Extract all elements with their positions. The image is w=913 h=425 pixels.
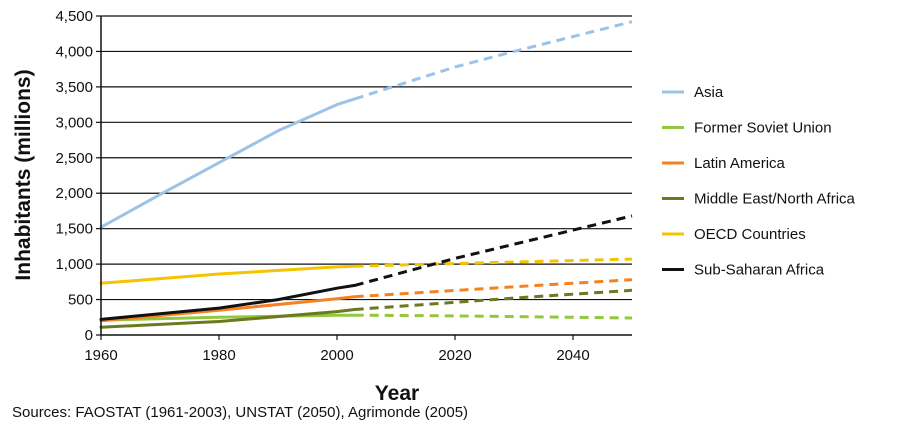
- legend-label-latin-america: Latin America: [694, 155, 786, 172]
- x-axis-title: Year: [375, 382, 419, 405]
- x-tick-label: 1960: [84, 347, 117, 364]
- x-tick-labels: 1960 1980 2000 2020 2040: [84, 335, 590, 364]
- y-tick-label: 1,500: [55, 221, 93, 238]
- series-lines: [99, 20, 633, 329]
- series-line-middle-east-north-africa-observed: [99, 308, 357, 329]
- legend: Asia Former Soviet Union Latin America Midd…: [662, 84, 856, 279]
- y-tick-label: 2,000: [55, 185, 93, 202]
- series-line-oecd-countries-projected: [354, 257, 633, 268]
- series-line-middle-east-north-africa-projected: [354, 288, 633, 311]
- y-tick-label: 2,500: [55, 150, 93, 167]
- legend-label-middle-east-north-africa: Middle East/North Africa: [694, 191, 856, 208]
- x-tick-label: 1980: [202, 347, 235, 364]
- legend-label-former-soviet-union: Former Soviet Union: [694, 120, 832, 137]
- x-tick-label: 2020: [438, 347, 471, 364]
- gridlines: [101, 15, 632, 301]
- y-tick-label: 4,000: [55, 43, 93, 60]
- y-tick-labels: 0 500 1,000 1,500 2,000 2,500 3,000 3,500 4,000 4…: [55, 8, 101, 344]
- y-tick-label: 0: [85, 327, 93, 344]
- y-tick-label: 3,000: [55, 114, 93, 131]
- x-tick-label: 2000: [320, 347, 353, 364]
- y-tick-label: 500: [68, 292, 93, 309]
- y-tick-label: 1,000: [55, 256, 93, 273]
- source-note: Sources: FAOSTAT (1961-2003), UNSTAT (20…: [12, 404, 468, 421]
- y-tick-label: 3,500: [55, 79, 93, 96]
- series-line-oecd-countries-observed: [99, 264, 357, 285]
- series-line-sub-saharan-africa-projected: [354, 214, 633, 287]
- legend-label-oecd-countries: OECD Countries: [694, 226, 806, 243]
- y-axis-title: Inhabitants (millions): [12, 69, 35, 280]
- series-line-asia-observed: [99, 97, 357, 229]
- axes: [100, 16, 632, 336]
- legend-label-sub-saharan-africa: Sub-Saharan Africa: [694, 262, 825, 279]
- x-tick-label: 2040: [556, 347, 589, 364]
- series-line-latin-america-observed: [99, 295, 357, 323]
- series-line-former-soviet-union-projected: [354, 313, 633, 320]
- series-line-sub-saharan-africa-observed: [99, 283, 357, 321]
- y-tick-label: 4,500: [55, 8, 93, 25]
- series-line-latin-america-projected: [354, 278, 633, 299]
- legend-label-asia: Asia: [694, 84, 724, 101]
- series-line-asia-projected: [354, 20, 633, 101]
